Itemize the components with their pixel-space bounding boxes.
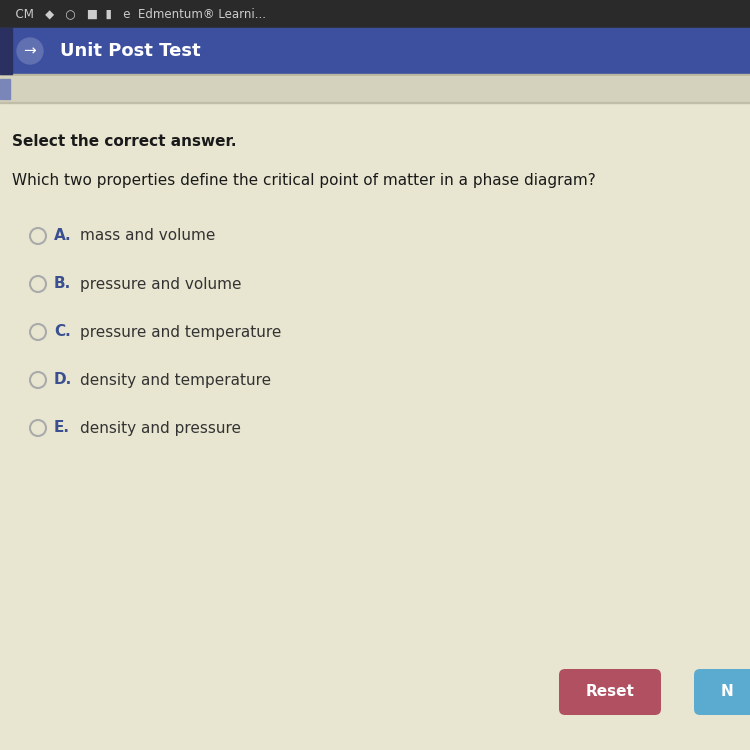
Bar (0, 102, 750, 103)
Text: Select the correct answer.: Select the correct answer. (12, 134, 236, 148)
Bar (0, 79, 10, 99)
FancyBboxPatch shape (559, 669, 661, 715)
Text: pressure and temperature: pressure and temperature (80, 325, 281, 340)
Text: Which two properties define the critical point of matter in a phase diagram?: Which two properties define the critical… (12, 173, 596, 188)
Bar (0, 74, 750, 76)
Bar (0, 28, 12, 74)
Bar (0, 28, 750, 74)
Text: density and temperature: density and temperature (80, 373, 272, 388)
Text: mass and volume: mass and volume (80, 229, 215, 244)
Text: CM   ◆   ○   ■  ▮   e  Edmentum® Learni...: CM ◆ ○ ■ ▮ e Edmentum® Learni... (8, 8, 266, 20)
Bar (0, 0, 750, 28)
Text: pressure and volume: pressure and volume (80, 277, 242, 292)
Circle shape (17, 38, 43, 64)
Text: A.: A. (54, 229, 72, 244)
Text: density and pressure: density and pressure (80, 421, 241, 436)
Text: B.: B. (54, 277, 71, 292)
Text: C.: C. (54, 325, 70, 340)
Text: Unit Post Test: Unit Post Test (60, 42, 201, 60)
FancyBboxPatch shape (694, 669, 750, 715)
Text: D.: D. (54, 373, 72, 388)
Text: N: N (722, 685, 734, 700)
Text: Reset: Reset (586, 685, 634, 700)
Text: →: → (24, 44, 36, 58)
Text: E.: E. (54, 421, 70, 436)
Bar (0, 76, 750, 102)
